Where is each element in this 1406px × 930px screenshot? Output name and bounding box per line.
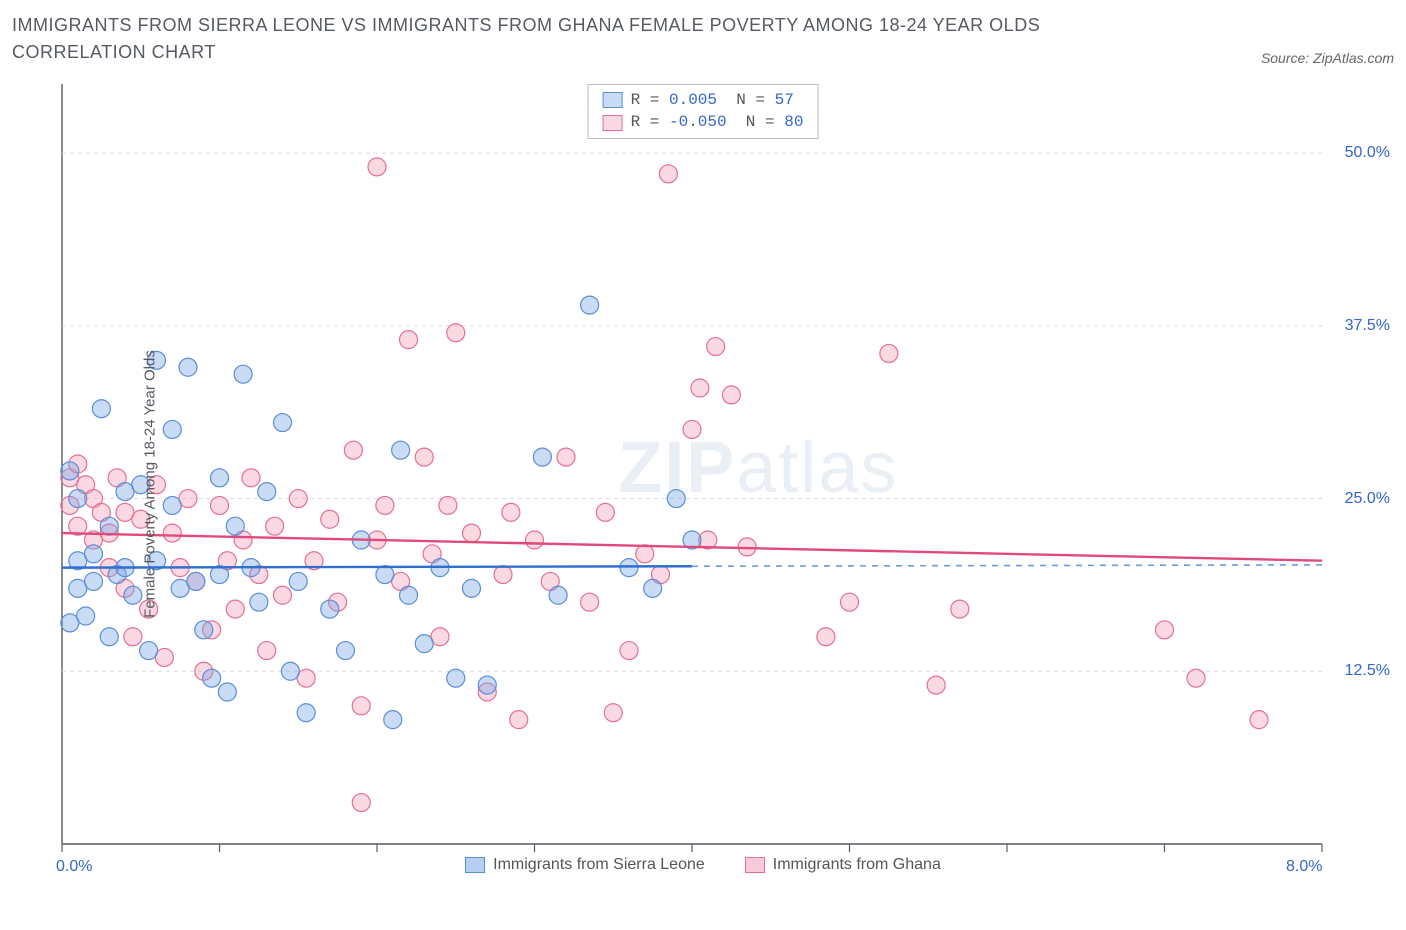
legend-swatch [603, 115, 623, 131]
y-tick-label: 25.0% [1345, 490, 1390, 508]
y-axis-label: Female Poverty Among 18-24 Year Olds [141, 350, 158, 618]
source-label: Source: ZipAtlas.com [1261, 50, 1394, 66]
legend-label: Immigrants from Sierra Leone [493, 856, 705, 874]
header: IMMIGRANTS FROM SIERRA LEONE VS IMMIGRAN… [12, 12, 1394, 66]
legend-item: Immigrants from Ghana [745, 856, 941, 874]
legend-swatch [465, 857, 485, 873]
legend-stats: R = -0.050 N = 80 [631, 111, 804, 133]
series-legend: Immigrants from Sierra Leone Immigrants f… [12, 856, 1394, 874]
y-tick-label: 50.0% [1345, 144, 1390, 162]
legend-stats: R = 0.005 N = 57 [631, 89, 794, 111]
chart-title: IMMIGRANTS FROM SIERRA LEONE VS IMMIGRAN… [12, 12, 1112, 66]
chart-container: IMMIGRANTS FROM SIERRA LEONE VS IMMIGRAN… [12, 12, 1394, 894]
plot-area: Female Poverty Among 18-24 Year Olds ZIP… [12, 74, 1394, 894]
y-tick-label: 12.5% [1345, 662, 1390, 680]
legend-swatch [603, 92, 623, 108]
y-tick-label: 37.5% [1345, 317, 1390, 335]
legend-swatch [745, 857, 765, 873]
scatter-chart [12, 74, 1394, 894]
legend-item: Immigrants from Sierra Leone [465, 856, 705, 874]
legend-label: Immigrants from Ghana [773, 856, 941, 874]
correlation-legend: R = 0.005 N = 57R = -0.050 N = 80 [588, 84, 819, 139]
legend-row: R = -0.050 N = 80 [603, 111, 804, 133]
legend-row: R = 0.005 N = 57 [603, 89, 804, 111]
